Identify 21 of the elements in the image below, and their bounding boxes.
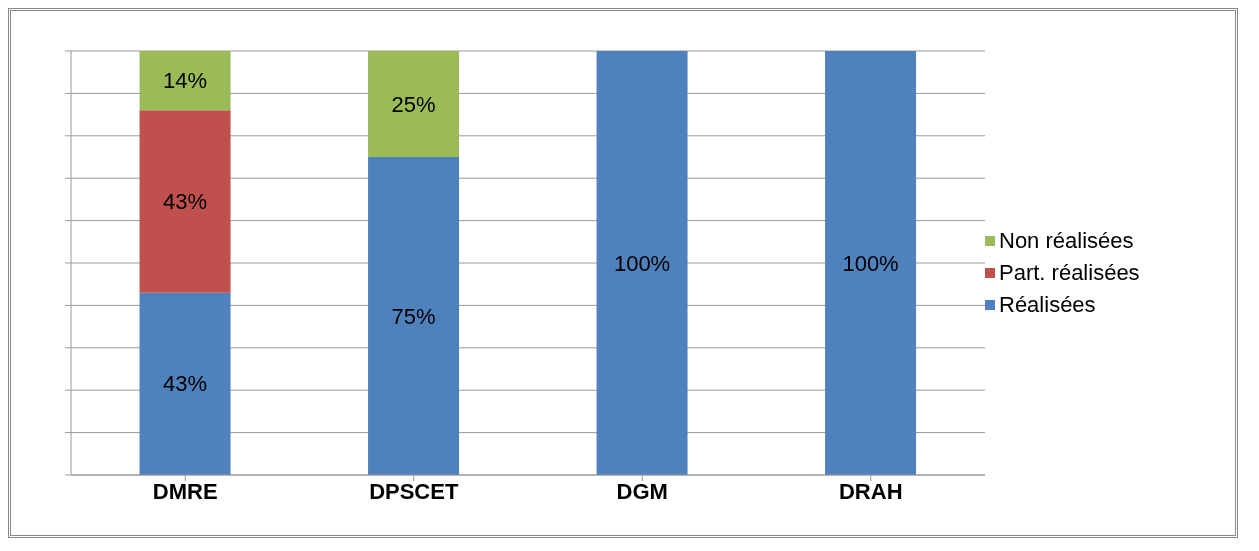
legend-label: Non réalisées (999, 228, 1134, 254)
x-tick-label: DMRE (152, 478, 218, 504)
x-tick-label: DPSCET (369, 478, 459, 504)
legend-label: Réalisées (999, 292, 1096, 318)
data-label: 75% (391, 303, 436, 329)
bar (825, 51, 917, 475)
x-tick-label: DGM (616, 478, 668, 504)
bar (139, 51, 231, 111)
bar (368, 157, 460, 475)
data-label: 100% (842, 250, 899, 276)
bar (139, 110, 231, 293)
data-label: 14% (163, 68, 208, 94)
bar (596, 51, 688, 475)
x-tick-label: DRAH (838, 478, 903, 504)
data-label: 25% (391, 91, 436, 117)
data-label: 43% (163, 371, 208, 397)
legend-label: Part. réalisées (999, 260, 1140, 286)
data-label: 43% (163, 189, 208, 215)
data-label: 100% (613, 250, 671, 276)
bar (368, 51, 460, 157)
bar (139, 292, 231, 475)
